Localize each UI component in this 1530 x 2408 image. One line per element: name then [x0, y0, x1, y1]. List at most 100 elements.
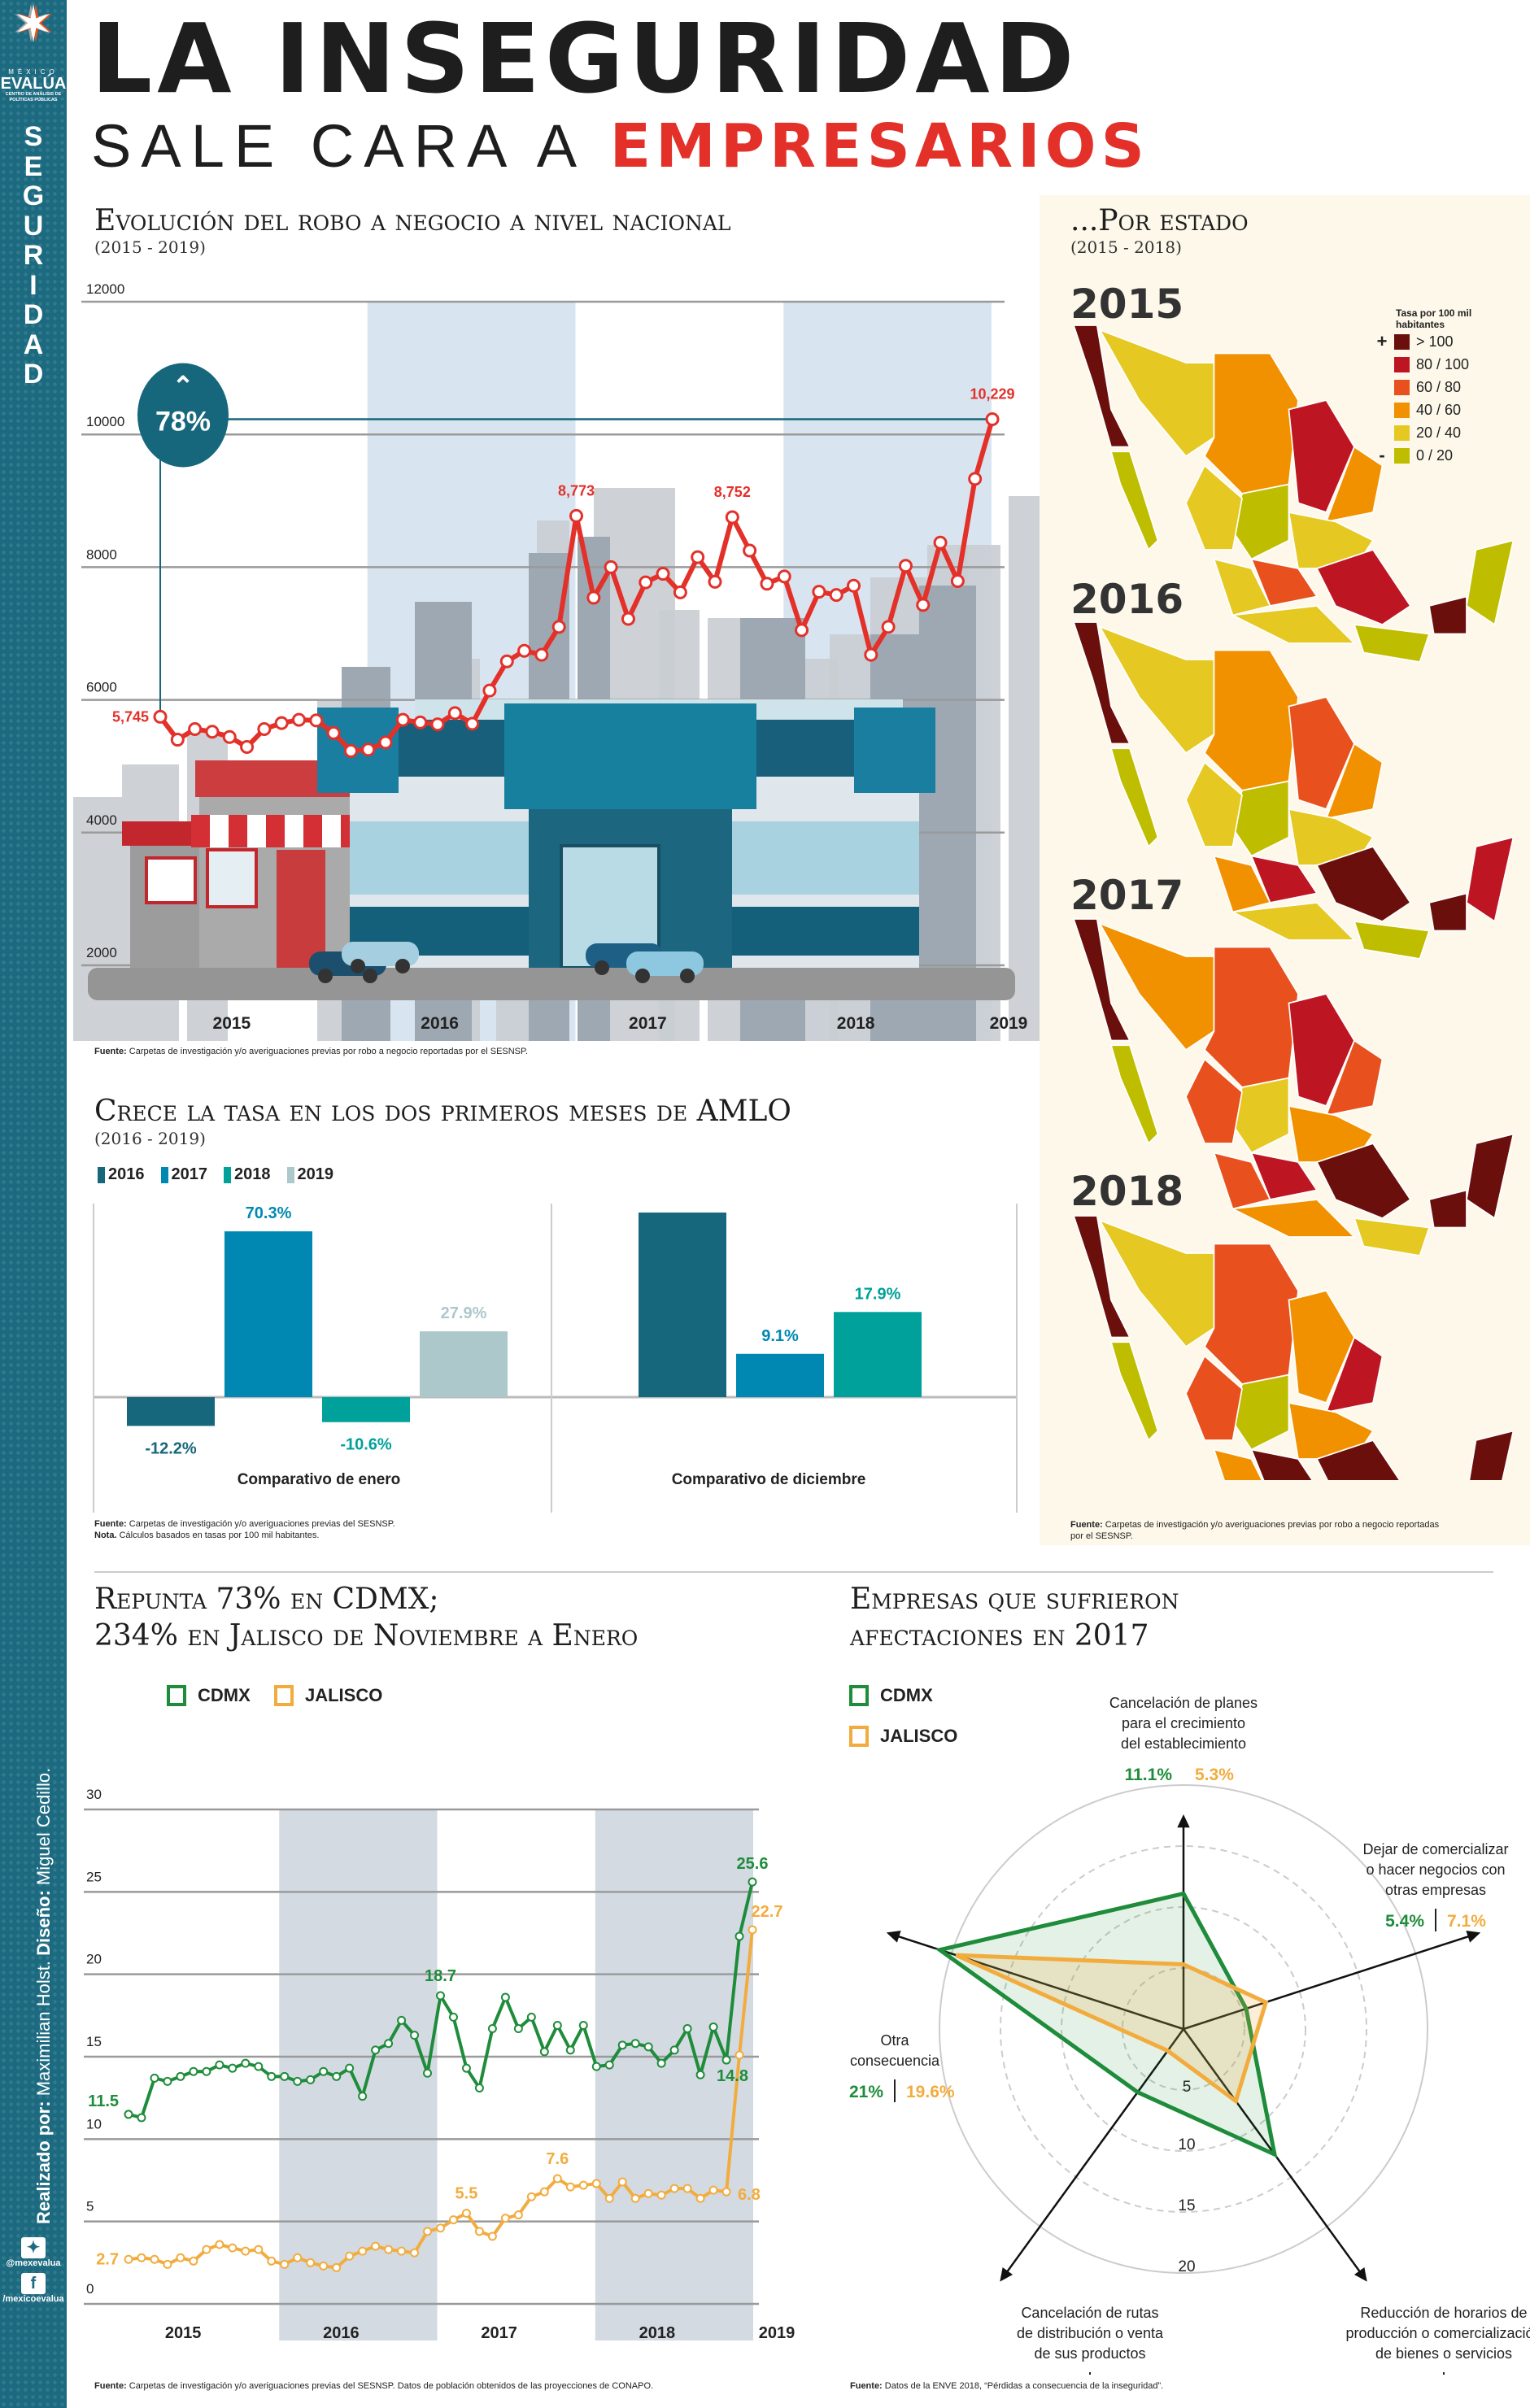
map-state: [1072, 918, 1131, 1042]
data-point: [332, 2071, 342, 2081]
awning-stripe: [322, 815, 341, 847]
data-point: [306, 2258, 316, 2267]
data-point: [682, 2024, 692, 2034]
data-label: 25.6: [737, 1855, 769, 1873]
data-point: [565, 2045, 575, 2055]
data-point: [267, 2256, 277, 2266]
bar-value-label: -10.6%: [340, 1436, 392, 1454]
data-point: [630, 2193, 640, 2203]
data-label: 6.8: [738, 2186, 761, 2204]
credits-label-author: Realizado por:: [33, 2101, 54, 2224]
data-point: [760, 577, 774, 591]
data-point: [617, 2177, 627, 2187]
data-point: [222, 729, 237, 744]
awning-stripe: [247, 815, 266, 847]
data-point: [474, 2084, 484, 2093]
x-year-label: 2019: [759, 2324, 796, 2342]
map-state: [1325, 1039, 1384, 1117]
bar: [639, 1213, 726, 1397]
data-label: 8,752: [714, 484, 751, 500]
data-point: [669, 2045, 679, 2055]
data-label: 7.6: [546, 2150, 569, 2168]
data-point: [721, 2187, 731, 2197]
logo-line3: CENTRO DE ANÁLISIS DE POLÍTICAS PÚBLICAS: [5, 92, 62, 102]
axis-arrow-icon: [1353, 2266, 1367, 2282]
data-point: [673, 585, 687, 599]
map-state: [1109, 1341, 1159, 1442]
map-state: [1428, 1189, 1467, 1229]
data-point: [591, 2179, 601, 2188]
bar: [127, 1397, 215, 1426]
data-point: [552, 2020, 562, 2030]
y-tick-label: 6000: [86, 680, 117, 695]
section-divider: [94, 1571, 1493, 1573]
data-point: [150, 2254, 159, 2264]
radar-ring: [1000, 1845, 1367, 2213]
legend-sign: +: [1376, 331, 1388, 351]
data-point: [202, 2245, 211, 2254]
data-point: [358, 2092, 368, 2101]
skyline-building: [1009, 496, 1041, 1041]
data-point: [643, 2188, 653, 2198]
data-point: [176, 2253, 185, 2262]
car-wheel: [680, 969, 695, 983]
y-tick-label: 8000: [86, 546, 117, 562]
data-point: [410, 2031, 420, 2040]
twitter-icon[interactable]: ✦: [21, 2237, 46, 2258]
x-year-label: 2017: [629, 1014, 667, 1033]
data-point: [539, 2047, 549, 2057]
data-point: [591, 2062, 601, 2071]
data-point: [413, 715, 428, 729]
section-letter: D: [23, 299, 44, 330]
shop-door: [277, 850, 325, 972]
credits: Realizado por: Maximilian Holst. Diseño:…: [33, 1768, 54, 2224]
map-state: [1353, 920, 1431, 960]
car-wheel: [351, 959, 365, 973]
radar-title-line2: afectaciones en 2017: [850, 1619, 1149, 1653]
axis-label: de bienes o servicios: [1375, 2345, 1512, 2362]
data-point: [163, 2259, 172, 2269]
data-point: [812, 585, 826, 599]
data-point: [656, 2058, 666, 2068]
data-point: [621, 612, 635, 626]
radar-axis: [1005, 2028, 1185, 2274]
category-label: Comparativo de diciembre: [672, 1471, 866, 1488]
data-point: [482, 683, 497, 698]
data-point: [487, 2232, 497, 2241]
star-logo-icon: ✶: [12, 0, 54, 53]
national-chart-source: Fuente: Carpetas de investigación y/o av…: [94, 1047, 528, 1056]
x-year-label: 2017: [481, 2324, 517, 2342]
axis-value-cdmx: 11.1%: [1125, 1766, 1173, 1784]
y-tick-label: 10: [86, 2116, 102, 2131]
data-point: [326, 725, 341, 740]
legend-sign: -: [1379, 445, 1385, 465]
axis-label: Cancelación de planes: [1109, 1695, 1258, 1711]
data-point: [448, 2215, 458, 2225]
car-wheel: [318, 969, 333, 983]
section-letter: S: [24, 121, 43, 152]
y-tick-label: 4000: [86, 812, 117, 828]
facebook-icon[interactable]: f: [21, 2273, 46, 2294]
map-year-2015: 2015: [1070, 281, 1184, 328]
facebook-handle[interactable]: /mexicoevalua: [2, 2294, 64, 2304]
social-links: ✦ @mexevalua f /mexicoevalua: [0, 2232, 67, 2304]
twitter-handle[interactable]: @mexevalua: [6, 2258, 61, 2268]
credits-designer: Miguel Cedillo.: [33, 1767, 54, 1886]
bar-chart-subtitle: (2016 - 2019): [94, 1129, 206, 1148]
data-point: [254, 2245, 264, 2254]
legend-label: 80 / 100: [1416, 355, 1470, 372]
legend-item-2019: 2019: [286, 1165, 333, 1184]
data-label: 10,229: [970, 386, 1014, 403]
map-legend-title: Tasa por 100 mil habitantes: [1396, 307, 1472, 330]
data-point: [163, 2076, 172, 2086]
legend-item-2016: 2016: [98, 1165, 145, 1184]
legend-swatch: [1394, 447, 1410, 464]
data-point: [188, 722, 203, 737]
source-label: Fuente:: [94, 1047, 127, 1056]
up-arrow-icon: ⌃: [172, 372, 194, 401]
ring-label: 5: [1183, 2079, 1192, 2096]
axis-value-jalisco: 7.1%: [1447, 1912, 1486, 1931]
axis-label: otras empresas: [1385, 1882, 1486, 1898]
data-point: [254, 2062, 264, 2071]
logo-line1: MÉXICO: [8, 68, 59, 76]
